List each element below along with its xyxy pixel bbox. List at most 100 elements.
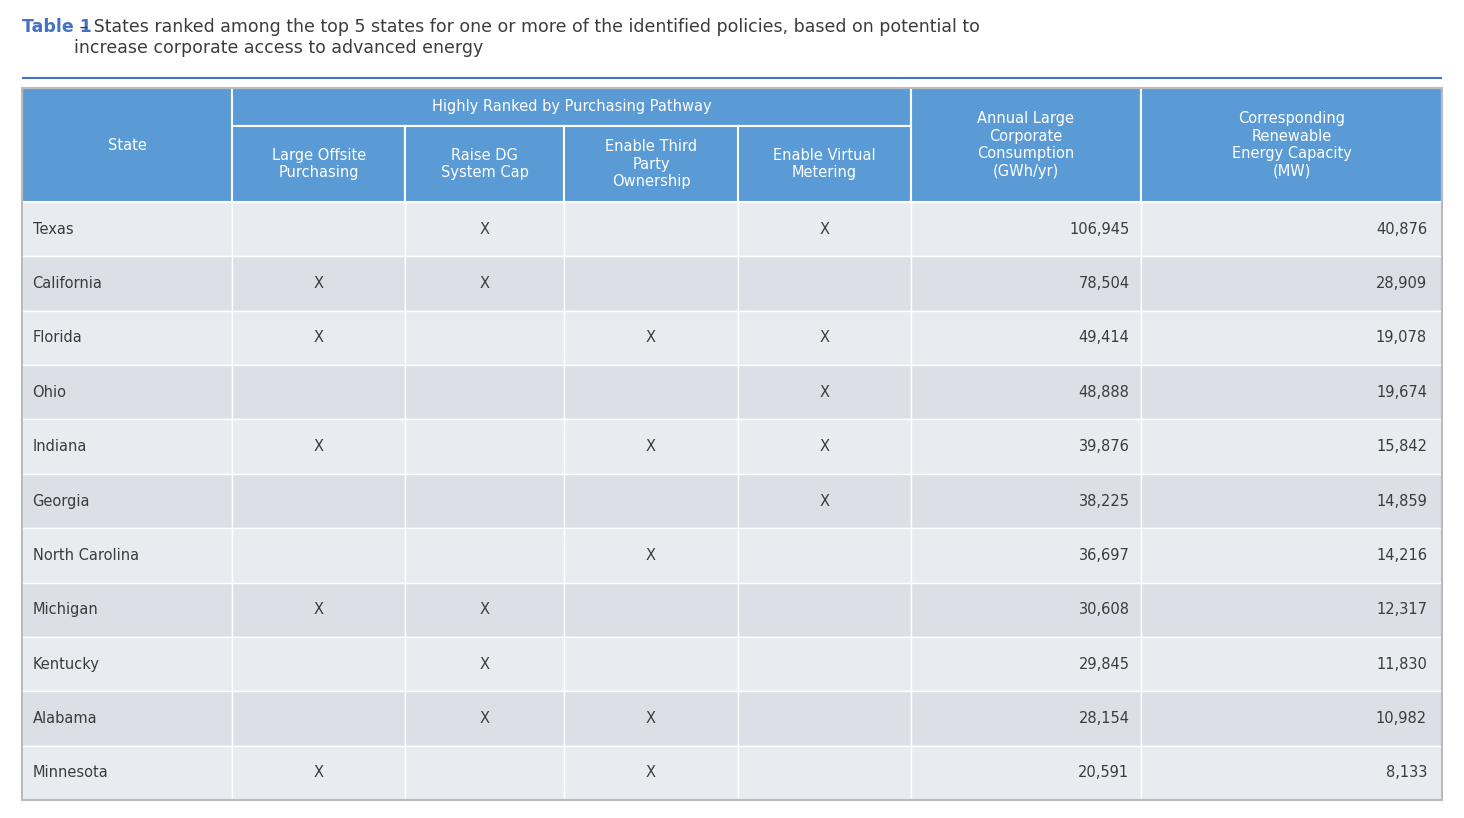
Text: X: X (646, 330, 656, 345)
Bar (565, 365, 738, 420)
Text: California: California (32, 276, 102, 291)
Bar (233, 637, 406, 691)
Bar (233, 746, 406, 800)
Text: 78,504: 78,504 (1079, 276, 1129, 291)
Bar (1140, 365, 1442, 420)
Bar (22, 88, 1442, 800)
Text: 106,945: 106,945 (1069, 222, 1129, 236)
Text: 14,216: 14,216 (1376, 548, 1427, 563)
Text: Texas: Texas (32, 222, 73, 236)
Text: 19,078: 19,078 (1376, 330, 1427, 345)
Bar (22, 256, 233, 311)
Bar (406, 474, 565, 528)
Bar (233, 202, 406, 256)
Text: 10,982: 10,982 (1376, 711, 1427, 726)
Bar (738, 365, 911, 420)
Bar (911, 637, 1140, 691)
Text: State: State (108, 137, 146, 152)
Bar (22, 528, 233, 582)
Bar (233, 365, 406, 420)
Text: 49,414: 49,414 (1079, 330, 1129, 345)
Bar (406, 126, 565, 202)
Bar (406, 256, 565, 311)
Text: X: X (313, 439, 324, 454)
Bar (738, 420, 911, 474)
Text: Ohio: Ohio (32, 384, 66, 400)
Text: 28,154: 28,154 (1079, 711, 1129, 726)
Bar (22, 691, 233, 746)
Bar (1140, 88, 1442, 202)
Text: Corresponding
Renewable
Energy Capacity
(MW): Corresponding Renewable Energy Capacity … (1231, 111, 1351, 178)
Bar (22, 637, 233, 691)
Bar (565, 256, 738, 311)
Bar (1140, 256, 1442, 311)
Bar (911, 746, 1140, 800)
Text: Raise DG
System Cap: Raise DG System Cap (441, 148, 529, 180)
Bar (911, 691, 1140, 746)
Bar (233, 582, 406, 637)
Bar (1140, 637, 1442, 691)
Bar (22, 311, 233, 365)
Bar (565, 746, 738, 800)
Text: X: X (480, 222, 490, 236)
Bar (565, 528, 738, 582)
Bar (22, 420, 233, 474)
Text: 11,830: 11,830 (1376, 657, 1427, 672)
Bar (233, 126, 406, 202)
Text: Large Offsite
Purchasing: Large Offsite Purchasing (272, 148, 366, 180)
Bar (565, 420, 738, 474)
Text: X: X (313, 330, 324, 345)
Text: X: X (480, 657, 490, 672)
Bar (406, 365, 565, 420)
Bar (565, 202, 738, 256)
Bar (565, 126, 738, 202)
Bar (233, 311, 406, 365)
Bar (233, 88, 911, 126)
Bar (406, 582, 565, 637)
Bar (738, 528, 911, 582)
Text: 36,697: 36,697 (1079, 548, 1129, 563)
Text: North Carolina: North Carolina (32, 548, 139, 563)
Bar (233, 420, 406, 474)
Bar (22, 746, 233, 800)
Text: Florida: Florida (32, 330, 82, 345)
Bar (406, 637, 565, 691)
Bar (911, 474, 1140, 528)
Bar (911, 365, 1140, 420)
Text: Enable Third
Party
Ownership: Enable Third Party Ownership (605, 139, 697, 189)
Text: 30,608: 30,608 (1079, 602, 1129, 618)
Bar (565, 691, 738, 746)
Bar (565, 637, 738, 691)
Text: X: X (480, 602, 490, 618)
Text: X: X (480, 711, 490, 726)
Bar (565, 311, 738, 365)
Text: 48,888: 48,888 (1079, 384, 1129, 400)
Bar (565, 474, 738, 528)
Text: X: X (646, 548, 656, 563)
Text: X: X (820, 493, 829, 509)
Bar (406, 691, 565, 746)
Text: Michigan: Michigan (32, 602, 98, 618)
Text: X: X (646, 711, 656, 726)
Text: X: X (820, 222, 829, 236)
Bar (1140, 420, 1442, 474)
Bar (1140, 746, 1442, 800)
Text: X: X (313, 276, 324, 291)
Text: 38,225: 38,225 (1079, 493, 1129, 509)
Bar (22, 582, 233, 637)
Bar (738, 256, 911, 311)
Bar (565, 582, 738, 637)
Text: X: X (820, 439, 829, 454)
Bar (1140, 691, 1442, 746)
Bar (911, 582, 1140, 637)
Text: Indiana: Indiana (32, 439, 86, 454)
Text: X: X (820, 330, 829, 345)
Bar (911, 311, 1140, 365)
Text: 39,876: 39,876 (1079, 439, 1129, 454)
Bar (406, 528, 565, 582)
Text: Table 1: Table 1 (22, 18, 92, 36)
Text: Enable Virtual
Metering: Enable Virtual Metering (773, 148, 875, 180)
Bar (406, 746, 565, 800)
Text: 15,842: 15,842 (1376, 439, 1427, 454)
Text: 20,591: 20,591 (1079, 766, 1129, 780)
